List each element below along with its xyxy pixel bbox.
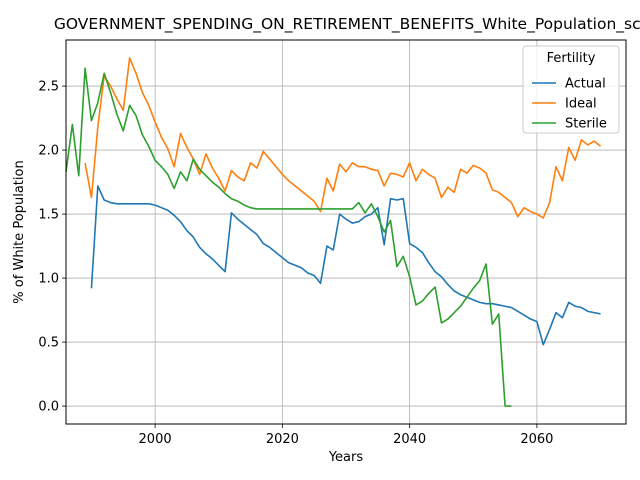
- x-tick-label: 2060: [520, 432, 553, 447]
- series-line-ideal: [84, 57, 602, 219]
- legend-box: [522, 45, 620, 134]
- y-tick-label: 0.5: [38, 336, 59, 351]
- series-line-sterile: [65, 67, 512, 407]
- y-tick-label: 0.0: [38, 400, 59, 415]
- series-line-actual: [90, 185, 601, 346]
- plot-frame: [65, 39, 627, 425]
- x-tick-label: 2040: [393, 432, 426, 447]
- legend-label-sterile: Sterile: [565, 117, 607, 132]
- y-tick-label: 2.0: [38, 144, 59, 159]
- legend: Fertility Actual Ideal Sterile: [522, 45, 620, 134]
- x-tick-label: 2000: [139, 432, 172, 447]
- y-tick-label: 1.5: [38, 208, 59, 223]
- legend-label-actual: Actual: [565, 77, 606, 92]
- series-lines: [65, 57, 602, 407]
- y-axis-label: % of White Population: [12, 160, 27, 303]
- legend-title: Fertility: [547, 51, 596, 66]
- chart-title: GOVERNMENT_SPENDING_ON_RETIREMENT_BENEFI…: [54, 15, 640, 34]
- y-tick-label: 2.5: [38, 80, 59, 95]
- x-axis-label: Years: [328, 450, 364, 465]
- legend-items: Actual Ideal Sterile: [532, 77, 607, 132]
- legend-label-ideal: Ideal: [565, 97, 597, 112]
- axis-ticks: 2000 2020 2040 2060 0.0 0.5 1.0 1.5 2.0 2.5: [38, 80, 553, 447]
- y-tick-label: 1.0: [38, 272, 59, 287]
- x-tick-label: 2020: [266, 432, 299, 447]
